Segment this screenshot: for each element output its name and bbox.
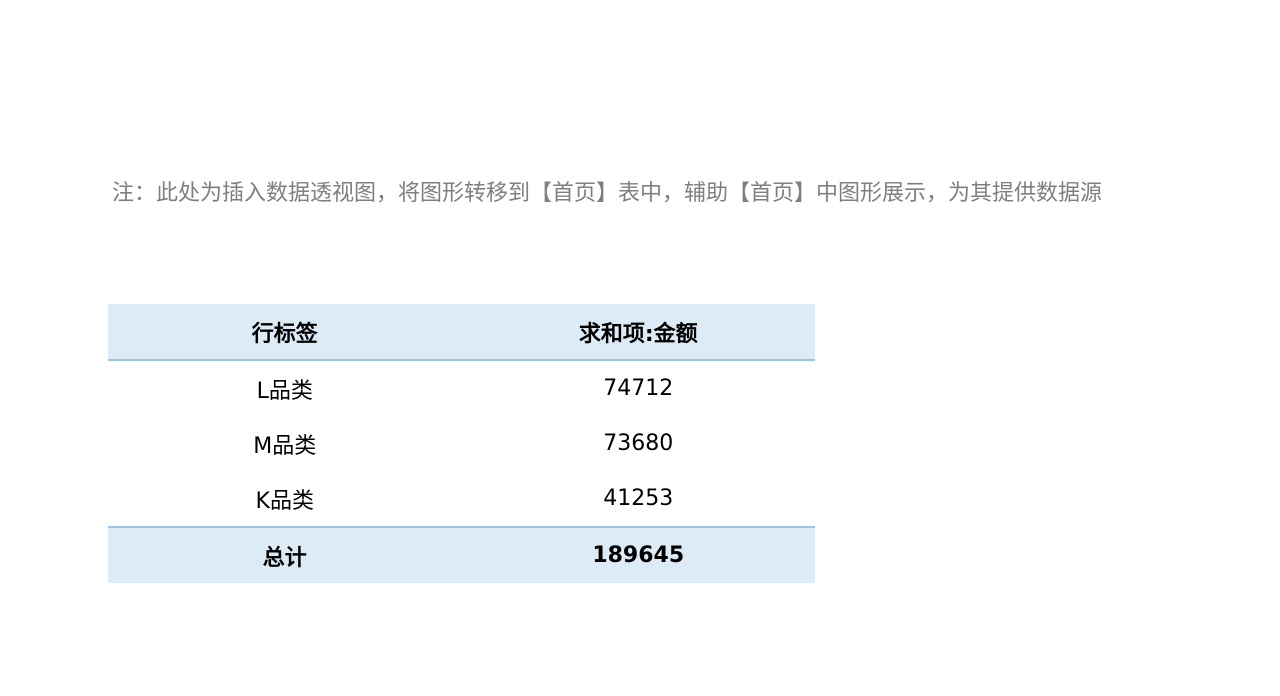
table-row: K品类 41253 (108, 471, 815, 527)
pivot-table: 行标签 求和项:金额 L品类 74712 M品类 73680 K品类 41253… (108, 304, 815, 583)
row-value[interactable]: 41253 (603, 486, 674, 511)
row-value[interactable]: 74712 (603, 376, 674, 401)
total-value[interactable]: 189645 (461, 526, 815, 583)
row-label[interactable]: L品类 (256, 378, 313, 404)
header-row-label[interactable]: 行标签 (108, 304, 462, 361)
row-label[interactable]: M品类 (253, 433, 317, 459)
row-value[interactable]: 73680 (603, 431, 674, 456)
total-row: 总计 189645 (108, 526, 815, 583)
total-label[interactable]: 总计 (108, 526, 462, 583)
note-text: 注：此处为插入数据透视图，将图形转移到【首页】表中，辅助【首页】中图形展示，为其… (112, 181, 1103, 206)
table-row: L品类 74712 (108, 360, 815, 416)
table-row: M品类 73680 (108, 416, 815, 471)
header-sum-amount[interactable]: 求和项:金额 (461, 304, 815, 361)
row-label[interactable]: K品类 (255, 488, 314, 514)
table-header-row: 行标签 求和项:金额 (108, 304, 815, 361)
